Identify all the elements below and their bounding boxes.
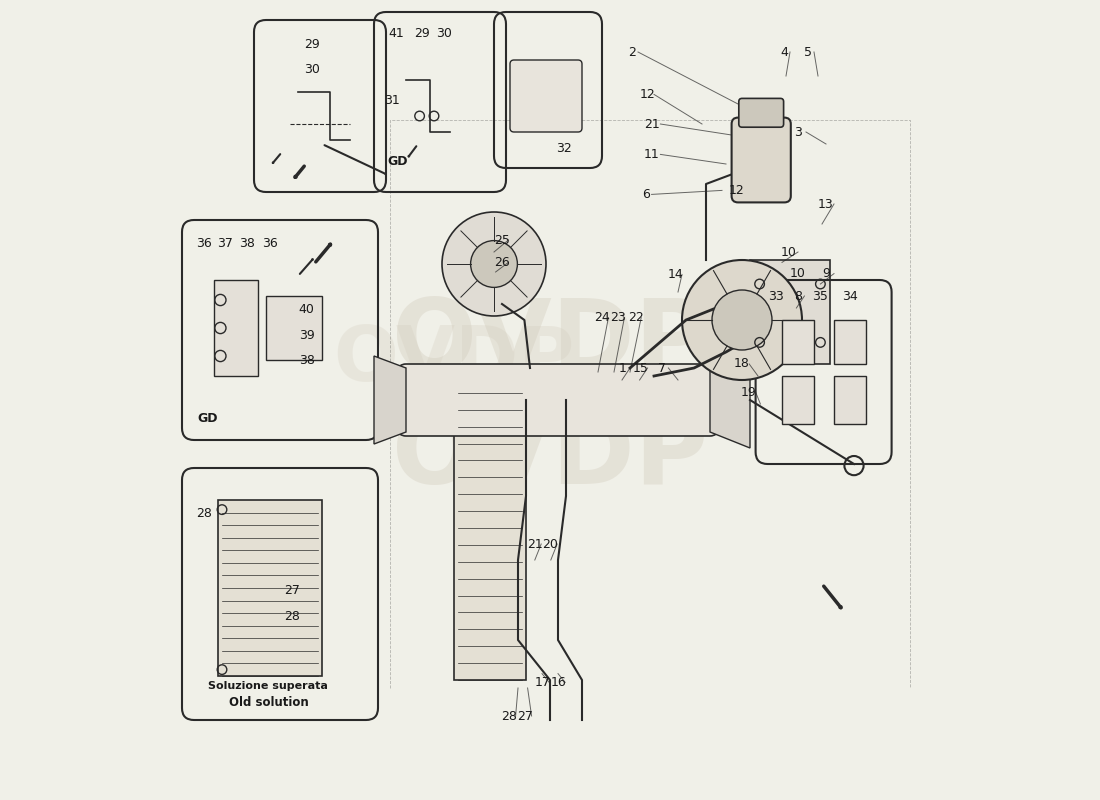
Bar bbox=[782, 320, 814, 364]
Circle shape bbox=[442, 212, 546, 316]
Text: 8: 8 bbox=[794, 290, 802, 302]
Text: 16: 16 bbox=[551, 676, 566, 689]
Text: 21: 21 bbox=[527, 538, 542, 550]
Text: 27: 27 bbox=[517, 710, 534, 722]
Text: 41: 41 bbox=[388, 27, 405, 40]
Bar bbox=[218, 500, 322, 676]
Text: 12: 12 bbox=[728, 184, 745, 197]
Text: 36: 36 bbox=[262, 237, 278, 250]
Text: 21: 21 bbox=[644, 118, 660, 130]
Text: 38: 38 bbox=[299, 354, 315, 367]
Text: 39: 39 bbox=[299, 329, 315, 342]
Text: OVDP: OVDP bbox=[333, 323, 574, 397]
Text: GD: GD bbox=[387, 155, 408, 168]
Text: 36: 36 bbox=[196, 237, 211, 250]
Text: 27: 27 bbox=[285, 584, 300, 597]
Text: 14: 14 bbox=[668, 268, 683, 281]
Circle shape bbox=[682, 260, 802, 380]
Text: 37: 37 bbox=[218, 237, 233, 250]
Text: Old solution: Old solution bbox=[229, 696, 308, 709]
Polygon shape bbox=[710, 352, 750, 448]
Circle shape bbox=[471, 241, 517, 287]
Text: 25: 25 bbox=[494, 234, 510, 246]
Text: 24: 24 bbox=[594, 311, 609, 324]
FancyBboxPatch shape bbox=[398, 364, 718, 436]
Text: 19: 19 bbox=[740, 386, 757, 398]
Text: 40: 40 bbox=[299, 303, 315, 316]
Text: Soluzione superata: Soluzione superata bbox=[209, 681, 328, 690]
Bar bbox=[214, 280, 258, 376]
Text: 13: 13 bbox=[818, 198, 834, 210]
Text: 32: 32 bbox=[557, 142, 572, 154]
Text: 28: 28 bbox=[196, 507, 211, 520]
Bar bbox=[834, 320, 866, 364]
Text: 30: 30 bbox=[437, 27, 452, 40]
Text: 26: 26 bbox=[494, 256, 510, 269]
Bar bbox=[454, 376, 526, 680]
Text: 3: 3 bbox=[794, 126, 802, 138]
Bar bbox=[834, 376, 866, 424]
Polygon shape bbox=[374, 356, 406, 444]
Text: 4: 4 bbox=[781, 46, 789, 58]
Text: 12: 12 bbox=[640, 88, 656, 101]
Bar bbox=[266, 296, 322, 360]
FancyBboxPatch shape bbox=[732, 118, 791, 202]
Text: 2: 2 bbox=[628, 46, 636, 58]
Text: 29: 29 bbox=[414, 27, 430, 40]
Text: 5: 5 bbox=[804, 46, 813, 58]
Text: 23: 23 bbox=[610, 311, 626, 324]
Text: 1: 1 bbox=[619, 362, 627, 374]
Text: 7: 7 bbox=[658, 362, 666, 374]
Text: 9: 9 bbox=[822, 267, 829, 280]
Text: 34: 34 bbox=[843, 290, 858, 302]
Text: OVDP
OVDP: OVDP OVDP bbox=[392, 295, 708, 505]
FancyBboxPatch shape bbox=[739, 98, 783, 127]
Text: 18: 18 bbox=[734, 358, 750, 370]
Circle shape bbox=[712, 290, 772, 350]
FancyBboxPatch shape bbox=[750, 260, 830, 364]
Text: 15: 15 bbox=[632, 362, 648, 374]
Text: 38: 38 bbox=[239, 237, 255, 250]
Text: 10: 10 bbox=[781, 246, 796, 258]
Text: 17: 17 bbox=[535, 676, 551, 689]
Text: 35: 35 bbox=[813, 290, 828, 302]
Text: 6: 6 bbox=[642, 188, 650, 201]
Bar bbox=[782, 376, 814, 424]
Text: GD: GD bbox=[197, 412, 218, 425]
Text: 28: 28 bbox=[502, 710, 517, 722]
Text: 11: 11 bbox=[644, 148, 660, 161]
Text: 30: 30 bbox=[305, 63, 320, 76]
FancyBboxPatch shape bbox=[510, 60, 582, 132]
Text: 31: 31 bbox=[384, 94, 399, 106]
Text: 33: 33 bbox=[769, 290, 784, 302]
Text: 10: 10 bbox=[790, 267, 806, 280]
Text: 28: 28 bbox=[285, 610, 300, 622]
Text: 22: 22 bbox=[628, 311, 643, 324]
Text: 20: 20 bbox=[542, 538, 558, 550]
Text: 29: 29 bbox=[305, 38, 320, 50]
